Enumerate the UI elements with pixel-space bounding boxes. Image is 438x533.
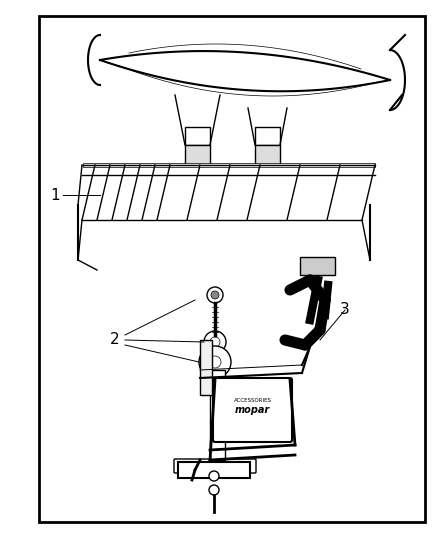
- Text: 2: 2: [110, 333, 120, 348]
- FancyBboxPatch shape: [213, 378, 292, 442]
- Bar: [200, 340, 212, 395]
- Circle shape: [204, 331, 226, 353]
- Bar: [83, 163, 375, 167]
- Bar: [300, 257, 335, 275]
- Bar: [39, 16, 425, 522]
- Text: 1: 1: [50, 188, 60, 203]
- Text: mopar: mopar: [235, 405, 270, 415]
- Circle shape: [209, 485, 219, 495]
- Bar: [185, 145, 210, 165]
- Bar: [185, 127, 210, 145]
- Text: ACCESSORIES: ACCESSORIES: [233, 398, 272, 402]
- Circle shape: [210, 337, 220, 347]
- Circle shape: [199, 346, 231, 378]
- Circle shape: [209, 356, 221, 368]
- Bar: [255, 127, 280, 145]
- FancyBboxPatch shape: [174, 459, 256, 473]
- Bar: [255, 145, 280, 165]
- Circle shape: [211, 291, 219, 299]
- Bar: [210, 370, 225, 460]
- Circle shape: [207, 287, 223, 303]
- Circle shape: [209, 471, 219, 481]
- Text: 3: 3: [340, 303, 350, 318]
- Bar: [178, 462, 250, 478]
